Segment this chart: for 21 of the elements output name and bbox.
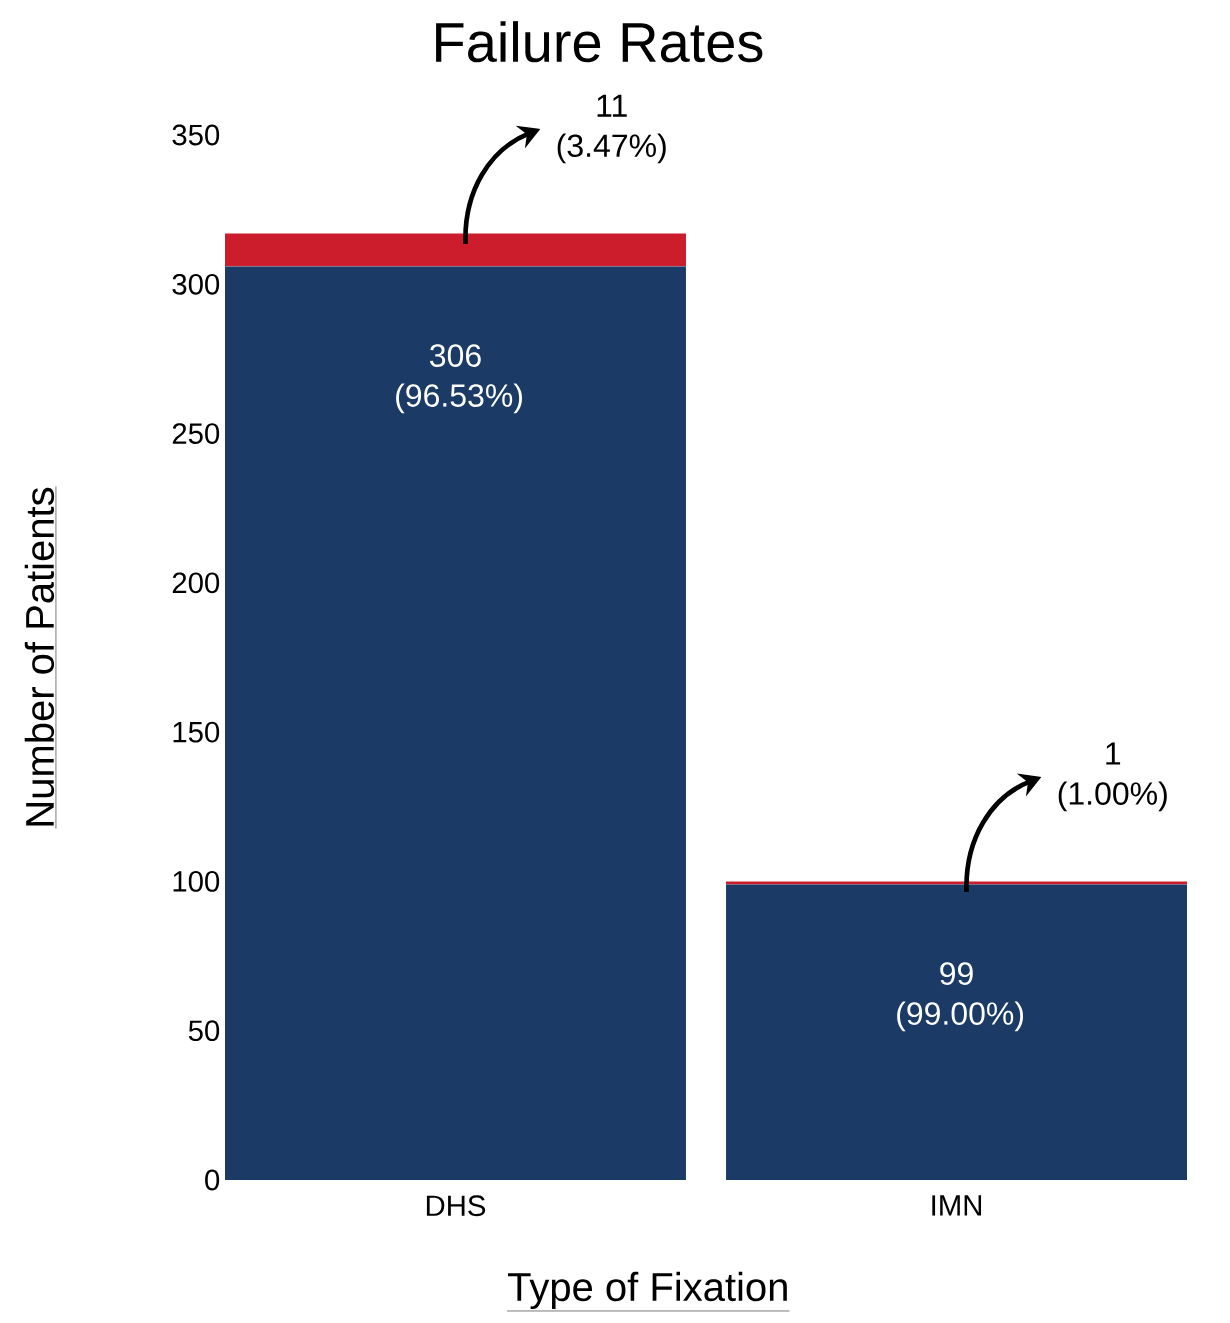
y-tick-label: 350 — [172, 124, 220, 146]
bar — [224, 233, 686, 267]
chart-title: Failure Rates — [436, 21, 763, 63]
y-tick-label: 250 — [172, 423, 220, 444]
data-label: 306 (96.53%) — [396, 344, 522, 414]
bar — [726, 884, 1187, 1180]
bar — [224, 266, 686, 1180]
y-tick-label: 0 — [205, 1169, 220, 1191]
x-tick-label: DHS — [426, 1195, 486, 1217]
y-tick-label: 50 — [188, 1020, 220, 1042]
y-axis-title: Number of Patients — [24, 487, 55, 826]
data-label: 99 (99.00%) — [897, 962, 1024, 1032]
bar — [726, 881, 1187, 885]
data-label: 11 (3.47%) — [557, 94, 666, 164]
x-tick-label: IMN — [932, 1195, 982, 1216]
y-tick-label: 300 — [172, 273, 220, 295]
y-tick-label: 100 — [173, 871, 220, 892]
y-tick-label: 150 — [173, 721, 220, 743]
data-label: 1 (1.00%) — [1058, 742, 1167, 812]
x-axis-title: Type of Fixation — [508, 1271, 787, 1310]
y-tick-label: 200 — [172, 572, 220, 594]
